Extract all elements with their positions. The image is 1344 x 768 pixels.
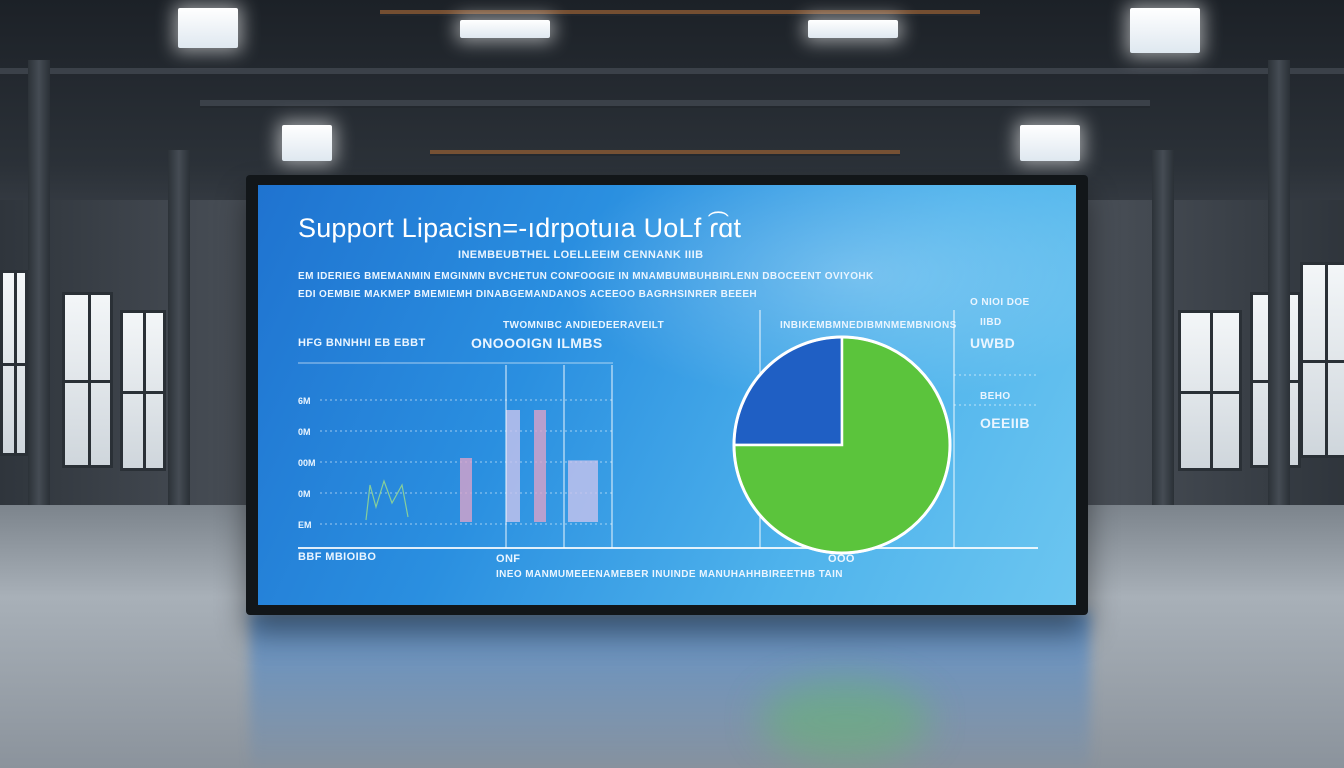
bar bbox=[534, 410, 546, 522]
ceiling-beam bbox=[200, 100, 1150, 106]
far-right-label-3: UWBD bbox=[970, 335, 1016, 351]
bottom-mid-label: ONF bbox=[496, 553, 521, 565]
steel-column bbox=[168, 150, 190, 510]
steel-column bbox=[1152, 150, 1174, 510]
right-chart-label: INBIKEMBMNEDIBMNMEMBNIONS bbox=[780, 320, 957, 331]
middle-label-2: ONOOOIGN ILMBS bbox=[471, 335, 603, 351]
pie-outline bbox=[732, 335, 952, 555]
window bbox=[1300, 262, 1344, 458]
pie-chart bbox=[732, 335, 952, 555]
left-chart-label: HFG BNNHHI EB EBBT bbox=[298, 337, 426, 349]
bottom-caption: INEO MANMUMEEENAMEBER INUINDE MANUHAHHBI… bbox=[496, 569, 843, 580]
bar bbox=[506, 410, 520, 522]
far-right-label-1: O NIOI DOE bbox=[970, 297, 1030, 308]
description-line-1: EM IDERIEG BMEMANMIN EMGINMN BVCHETUN CO… bbox=[298, 271, 874, 282]
window bbox=[1178, 310, 1242, 471]
bar bbox=[460, 458, 472, 522]
floor-reflection-green bbox=[760, 680, 930, 760]
ceiling-light bbox=[808, 20, 898, 38]
y-tick-label: 0M bbox=[298, 489, 311, 499]
ceiling-light bbox=[1020, 125, 1080, 161]
description-line-2: EDI OEMBIE MAKMEP BMEMIEMH DINABGEMANDAN… bbox=[298, 289, 758, 300]
display-monitor: Support Lipacisn=-ıdrpotuıa UoLf ɾ͡ɑt IN… bbox=[246, 175, 1088, 615]
trend-line bbox=[365, 479, 409, 521]
far-right-label-5: OEEIIB bbox=[980, 415, 1030, 431]
y-tick-label: EM bbox=[298, 520, 312, 530]
steel-column bbox=[1268, 60, 1290, 520]
steel-column bbox=[28, 60, 50, 520]
display-screen: Support Lipacisn=-ıdrpotuıa UoLf ɾ͡ɑt IN… bbox=[258, 185, 1076, 605]
middle-label-1: TWOMNIBC ANDIEDEERAVEILT bbox=[503, 320, 665, 331]
window bbox=[62, 292, 113, 468]
screen-subtitle: INEMBEUBTHEL LOELLEEIM CENNANK IIIB bbox=[458, 249, 704, 261]
floor-reflection bbox=[250, 612, 1090, 768]
y-tick-label: 00M bbox=[298, 458, 316, 468]
ceiling-light bbox=[460, 20, 550, 38]
ceiling-light bbox=[282, 125, 332, 161]
ceiling-pipe bbox=[380, 10, 980, 14]
far-right-label-4: BEHO bbox=[980, 391, 1011, 402]
window bbox=[0, 270, 28, 456]
screen-charts: 6M 0M 00M 0M EM bbox=[298, 310, 1038, 555]
window bbox=[120, 310, 166, 471]
bottom-left-label: BBF MBIOIBO bbox=[298, 551, 377, 563]
ceiling-beam bbox=[0, 68, 1344, 74]
bar-chart-ticks: 6M 0M 00M 0M EM bbox=[298, 396, 316, 530]
ceiling-pipe bbox=[430, 150, 900, 154]
ceiling-light bbox=[178, 8, 238, 48]
bottom-right-value: OOO bbox=[828, 553, 855, 565]
y-tick-label: 6M bbox=[298, 396, 311, 406]
y-tick-label: 0M bbox=[298, 427, 311, 437]
ceiling-light bbox=[1130, 8, 1200, 53]
screen-title: Support Lipacisn=-ıdrpotuıa UoLf ɾ͡ɑt bbox=[298, 213, 742, 243]
far-right-label-2: IIBD bbox=[980, 317, 1002, 328]
bar-chart-bars bbox=[365, 410, 598, 522]
bar bbox=[568, 460, 598, 522]
